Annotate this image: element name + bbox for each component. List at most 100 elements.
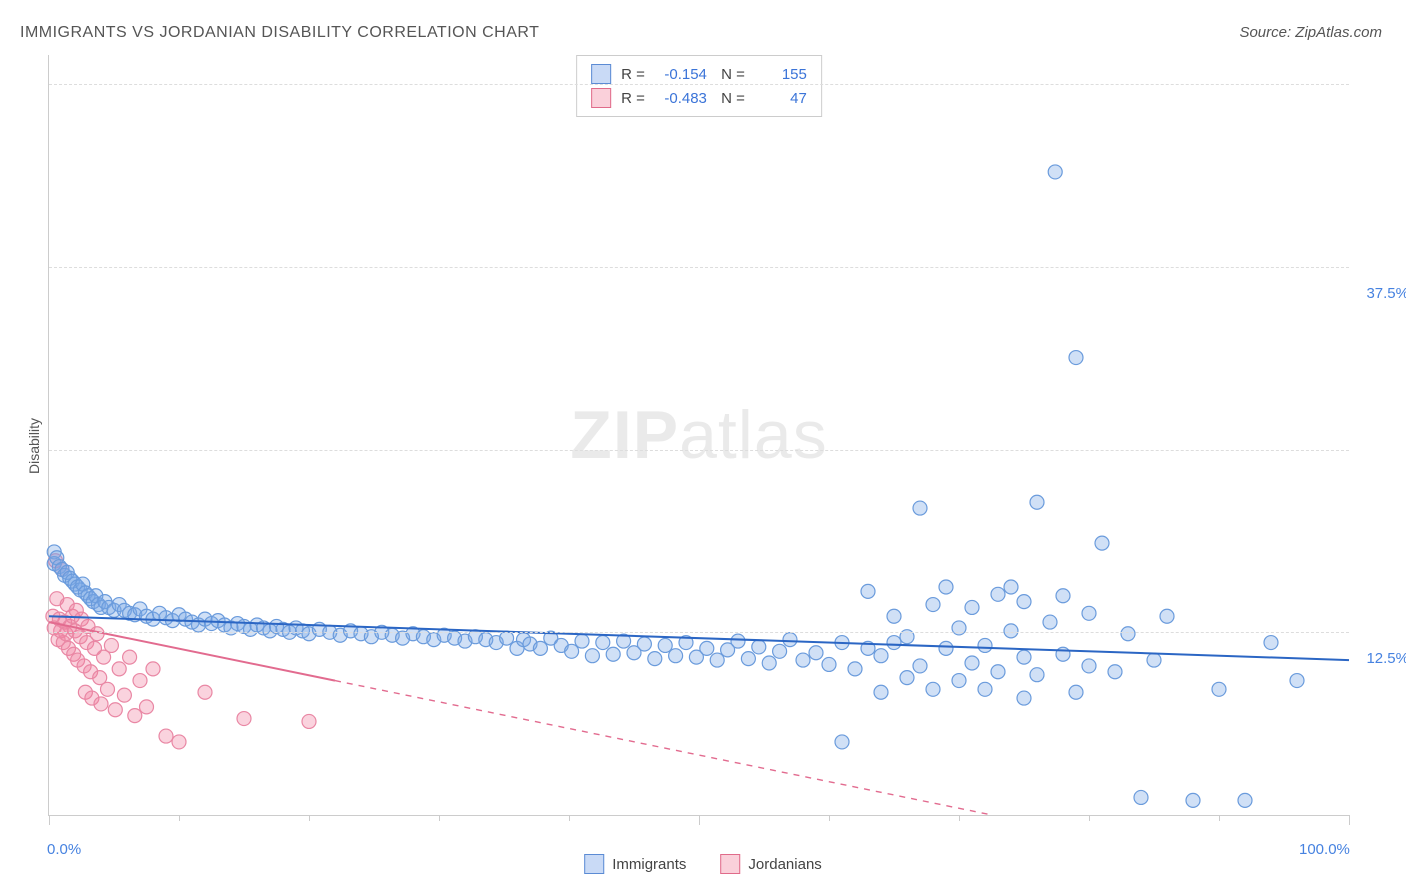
x-tick [1089,815,1090,821]
scatter-point [900,671,914,685]
scatter-point [302,714,316,728]
gridline [49,632,1349,633]
scatter-point [1017,595,1031,609]
scatter-point [887,609,901,623]
scatter-point [1048,165,1062,179]
scatter-point [822,657,836,671]
scatter-point [1017,650,1031,664]
scatter-point [835,735,849,749]
scatter-point [637,637,651,651]
x-tick-label: 100.0% [1299,841,1350,858]
scatter-point [731,634,745,648]
scatter-point [585,649,599,663]
scatter-point [117,688,131,702]
x-tick [439,815,440,821]
scatter-point [796,653,810,667]
x-tick [1219,815,1220,821]
scatter-point [596,636,610,650]
scatter-point [926,682,940,696]
scatter-point [172,735,186,749]
scatter-point [926,598,940,612]
legend-item-jordanians: Jordanians [720,854,821,874]
scatter-point [991,587,1005,601]
plot-svg [49,55,1349,815]
scatter-point [128,709,142,723]
scatter-point [1108,665,1122,679]
scatter-point [1095,536,1109,550]
scatter-point [952,674,966,688]
x-tick [179,815,180,821]
scatter-point [965,600,979,614]
x-tick [309,815,310,821]
scatter-point [575,634,589,648]
scatter-point [133,674,147,688]
scatter-point [913,659,927,673]
scatter-point [1043,615,1057,629]
scatter-point [700,641,714,655]
scatter-point [159,729,173,743]
scatter-point [978,638,992,652]
scatter-point [658,638,672,652]
scatter-point [1147,653,1161,667]
scatter-point [1056,589,1070,603]
scatter-point [101,682,115,696]
scatter-point [1186,793,1200,807]
scatter-point [565,644,579,658]
scatter-point [710,653,724,667]
y-axis-label: Disability [26,418,42,474]
scatter-point [108,703,122,717]
scatter-point [773,644,787,658]
scatter-point [848,662,862,676]
scatter-point [783,633,797,647]
legend-label: Immigrants [612,856,686,873]
trend-line-jordanians-dashed [335,681,992,815]
scatter-point [1082,659,1096,673]
scatter-point [1069,685,1083,699]
scatter-point [809,646,823,660]
scatter-point [112,662,126,676]
scatter-point [965,656,979,670]
scatter-point [874,685,888,699]
scatter-point [1212,682,1226,696]
x-tick-label: 0.0% [47,841,81,858]
scatter-point [237,712,251,726]
scatter-point [939,580,953,594]
scatter-point [752,640,766,654]
legend-item-immigrants: Immigrants [584,854,686,874]
scatter-point [606,647,620,661]
scatter-point [533,641,547,655]
scatter-point [913,501,927,515]
scatter-point [991,665,1005,679]
scatter-point [939,641,953,655]
scatter-point [1160,609,1174,623]
scatter-point [104,638,118,652]
scatter-point [1004,580,1018,594]
scatter-point [1290,674,1304,688]
scatter-point [140,700,154,714]
gridline [49,450,1349,451]
scatter-point [94,697,108,711]
swatch-pink [720,854,740,874]
chart-title: IMMIGRANTS VS JORDANIAN DISABILITY CORRE… [20,24,539,42]
gridline [49,267,1349,268]
scatter-point [861,584,875,598]
scatter-point [1030,668,1044,682]
legend-label: Jordanians [748,856,821,873]
scatter-point [741,652,755,666]
y-tick-label: 37.5% [1366,285,1406,302]
scatter-point [146,662,160,676]
scatter-point [1121,627,1135,641]
scatter-point [1069,351,1083,365]
scatter-point [1238,793,1252,807]
scatter-point [1030,495,1044,509]
scatter-point [887,636,901,650]
scatter-point [123,650,137,664]
x-tick [569,815,570,821]
plot-area: ZIPatlas R = -0.154 N = 155 R = -0.483 N… [48,55,1349,816]
scatter-point [1004,624,1018,638]
scatter-point [1134,790,1148,804]
scatter-point [978,682,992,696]
source-attribution: Source: ZipAtlas.com [1239,24,1382,41]
gridline [49,84,1349,85]
legend-series: Immigrants Jordanians [584,854,822,874]
